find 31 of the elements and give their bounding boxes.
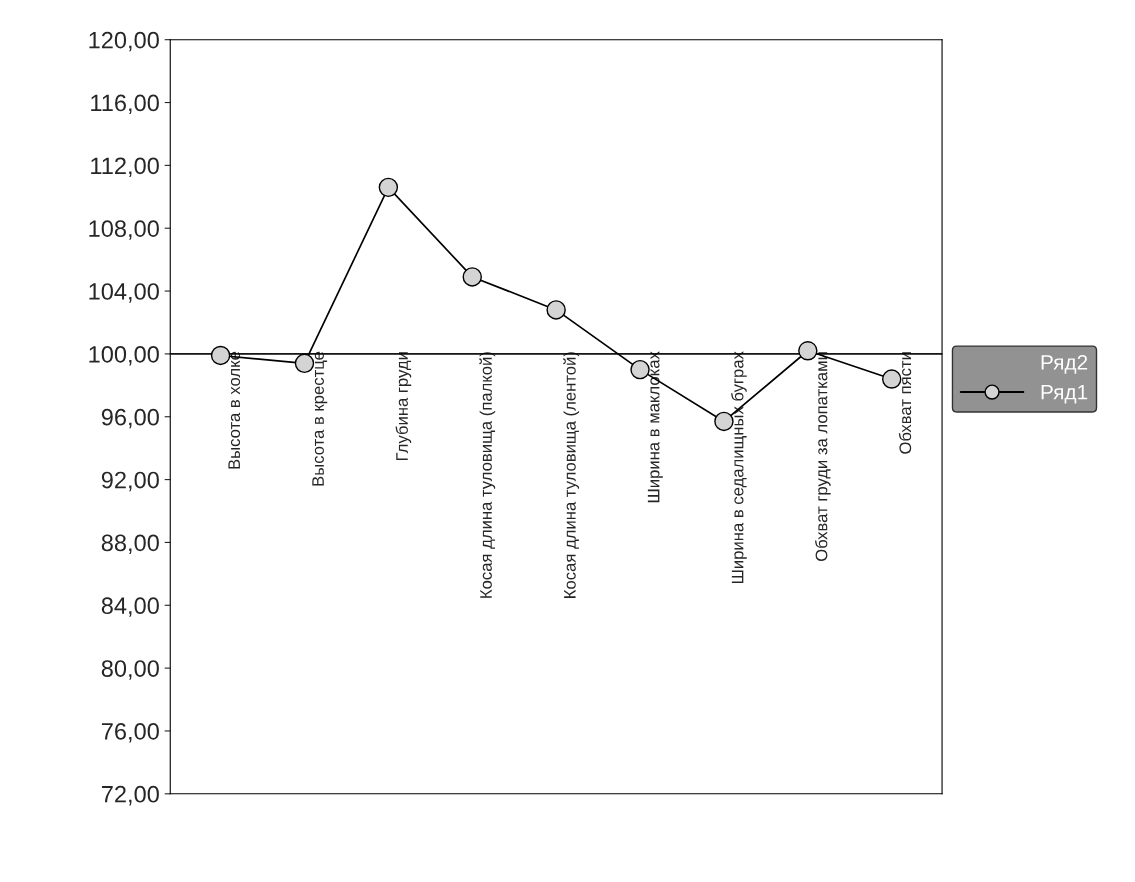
y-tick-label: 116,00 (91, 94, 159, 115)
point (630, 359, 650, 380)
point (546, 300, 566, 320)
x-tick-label: Косая длина туловища (лентой) (563, 352, 580, 598)
x-tick-label: Глубина груди (395, 352, 412, 461)
x-tick-label: Ширина в маклоках (647, 351, 663, 503)
point (462, 267, 482, 287)
point (798, 341, 818, 361)
point (294, 353, 315, 374)
y-tick-label: 104,00 (89, 283, 159, 303)
point (714, 411, 734, 432)
y-tick-label: 72,00 (101, 785, 159, 806)
y-tick-label: 120,00 (89, 31, 159, 52)
y-tick-label: 80,00 (101, 660, 159, 680)
y-tick-label: 112,00 (91, 157, 159, 177)
y-tick-label: 108,00 (89, 220, 159, 240)
y-tick-label: 84,00 (101, 597, 159, 617)
point (881, 369, 902, 389)
point (378, 177, 399, 198)
text: Ряд2 (1041, 354, 1088, 374)
x-tick-label: Высота в крестце (312, 351, 328, 486)
legend-label: Ряд1 (1041, 385, 1088, 404)
y-tick-label: 96,00 (101, 408, 159, 429)
x-tick-label: Обхват пясти (898, 352, 912, 454)
point (210, 345, 231, 366)
y-tick-label: 92,00 (101, 471, 159, 492)
y-tick-label: 100,00 (89, 345, 159, 366)
x-tick-label: Косая длина туловища (палкой) (479, 352, 496, 598)
x-tick-label: Ширина в седалищных буграх (731, 351, 747, 584)
y-tick-label: 88,00 (101, 534, 159, 555)
y-tick-label: 76,00 (101, 723, 159, 743)
